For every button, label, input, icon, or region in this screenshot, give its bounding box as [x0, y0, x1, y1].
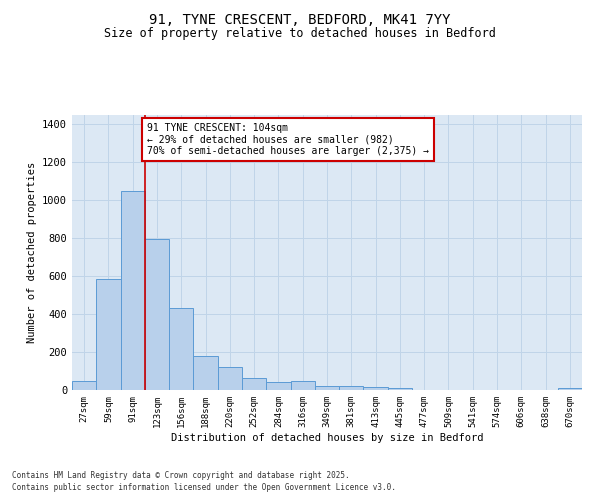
- Bar: [266, 382, 290, 390]
- Y-axis label: Number of detached properties: Number of detached properties: [26, 162, 37, 343]
- Bar: [388, 388, 412, 390]
- Bar: [218, 367, 242, 390]
- Bar: [290, 381, 315, 390]
- Text: 91 TYNE CRESCENT: 104sqm
← 29% of detached houses are smaller (982)
70% of semi-: 91 TYNE CRESCENT: 104sqm ← 29% of detach…: [147, 122, 429, 156]
- Bar: [364, 388, 388, 390]
- Bar: [121, 192, 145, 390]
- Text: Size of property relative to detached houses in Bedford: Size of property relative to detached ho…: [104, 28, 496, 40]
- Bar: [315, 386, 339, 390]
- Text: Contains HM Land Registry data © Crown copyright and database right 2025.: Contains HM Land Registry data © Crown c…: [12, 470, 350, 480]
- Bar: [339, 386, 364, 390]
- Text: 91, TYNE CRESCENT, BEDFORD, MK41 7YY: 91, TYNE CRESCENT, BEDFORD, MK41 7YY: [149, 12, 451, 26]
- Bar: [145, 239, 169, 390]
- Bar: [558, 388, 582, 390]
- Bar: [193, 356, 218, 390]
- X-axis label: Distribution of detached houses by size in Bedford: Distribution of detached houses by size …: [171, 432, 483, 442]
- Text: Contains public sector information licensed under the Open Government Licence v3: Contains public sector information licen…: [12, 483, 396, 492]
- Bar: [72, 381, 96, 390]
- Bar: [242, 378, 266, 390]
- Bar: [169, 308, 193, 390]
- Bar: [96, 279, 121, 390]
